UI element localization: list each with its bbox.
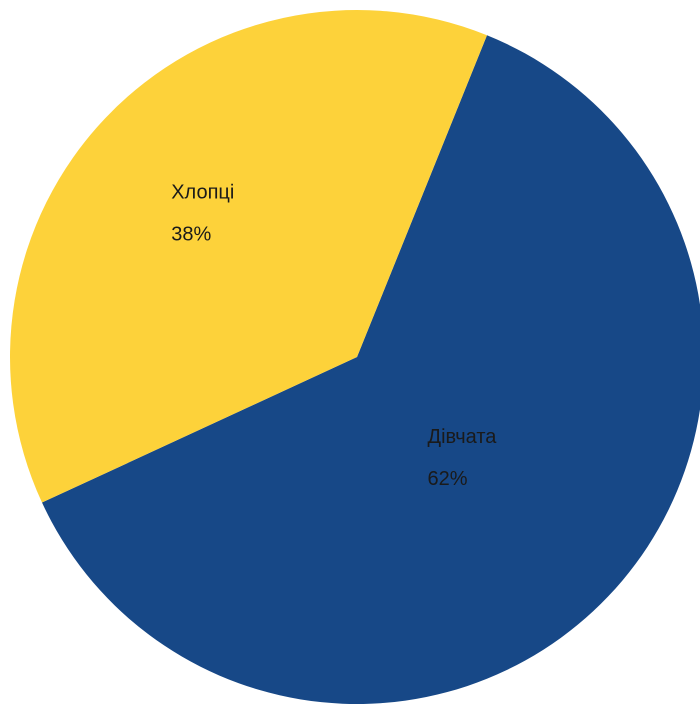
pie-slice xyxy=(42,35,700,704)
pie-slice xyxy=(10,10,487,503)
slice-label: Дівчата xyxy=(428,426,498,448)
slice-value-label: 38% xyxy=(171,224,211,246)
slice-value-label: 62% xyxy=(428,468,468,490)
slice-label: Хлопці xyxy=(171,182,234,204)
